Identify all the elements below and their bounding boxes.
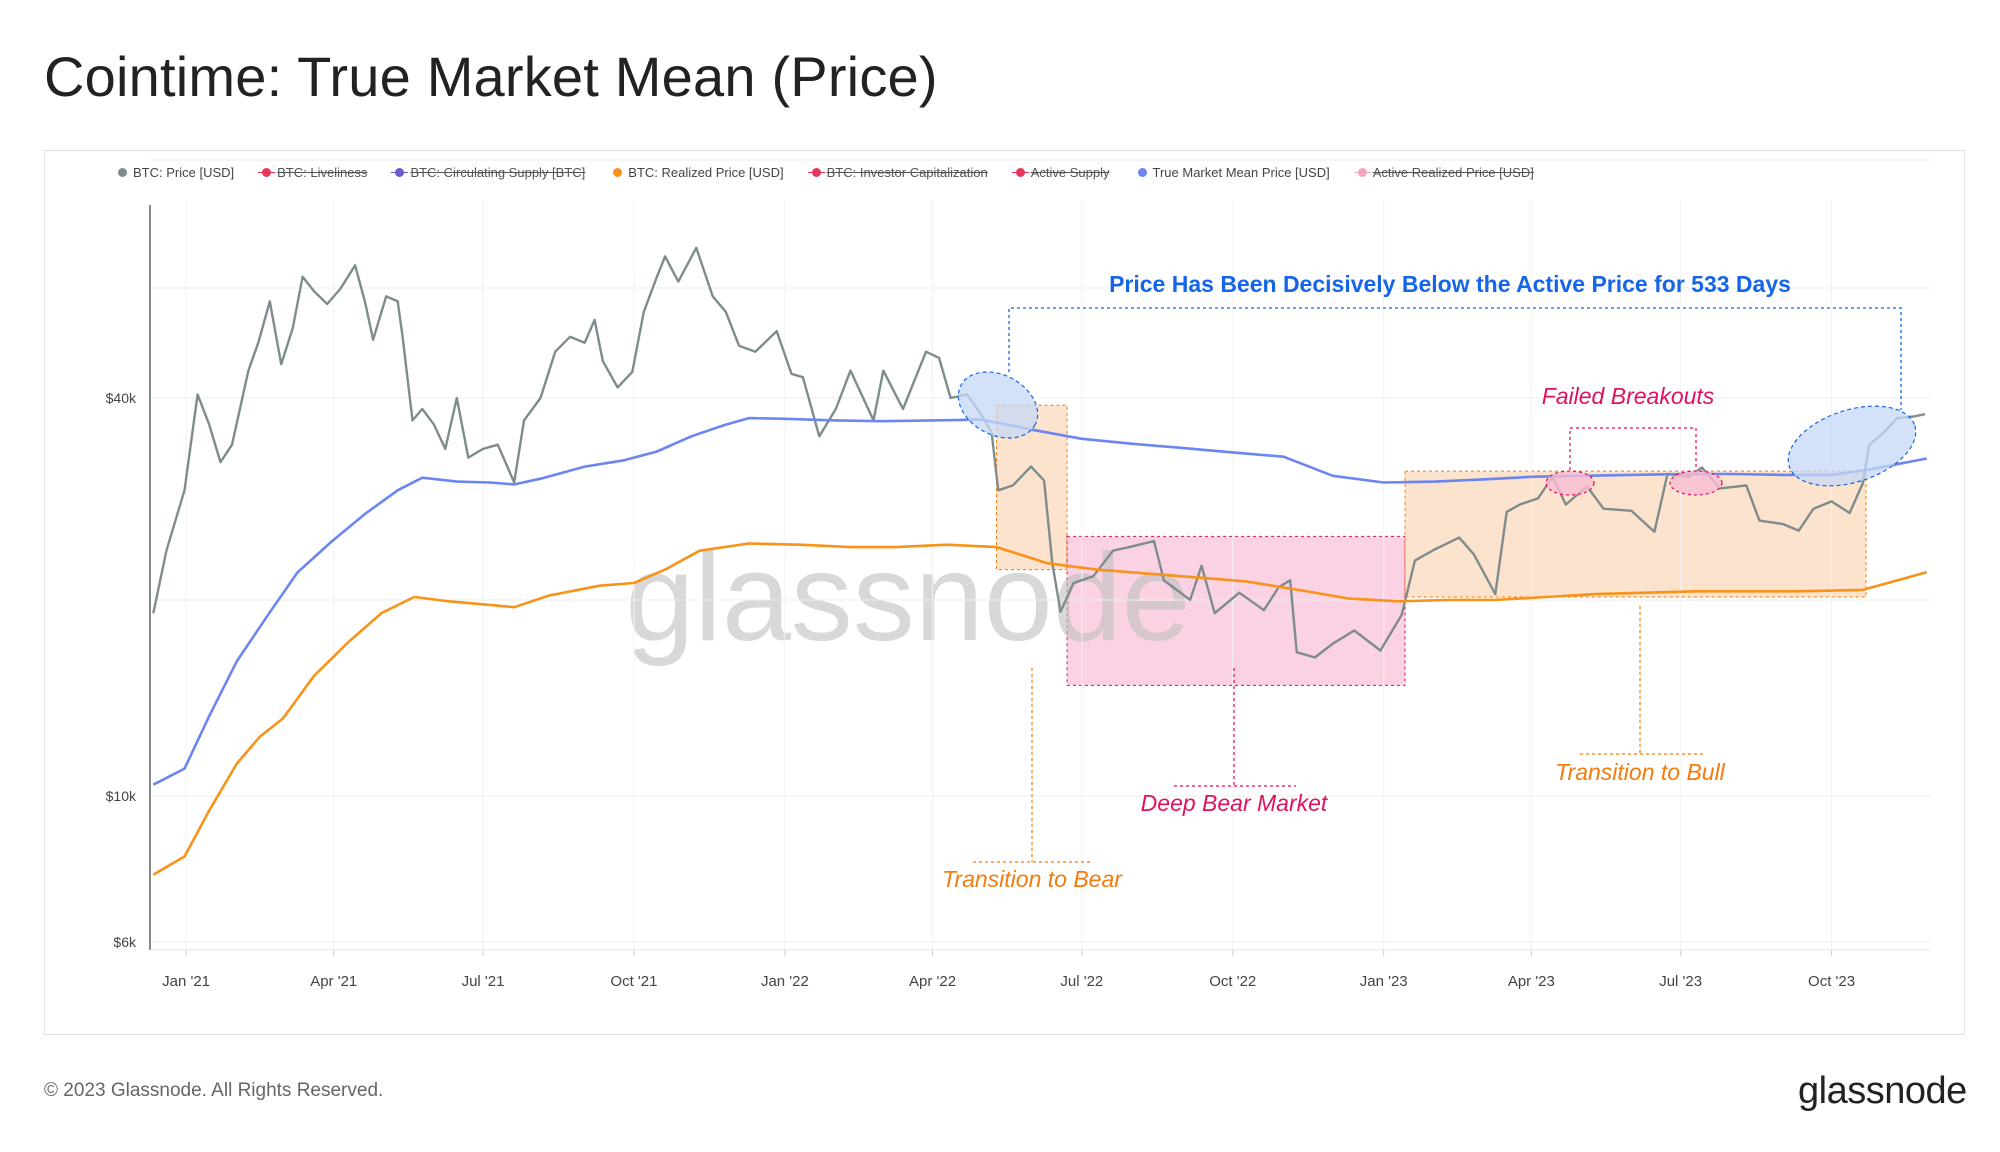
legend-item[interactable]: Active Supply <box>1011 164 1110 180</box>
legend-swatch <box>391 167 409 177</box>
shaded-region <box>1404 470 1867 598</box>
bracket-line <box>1569 427 1697 470</box>
y-tick-label: $6k <box>113 934 137 950</box>
annotation-deep-bear: Deep Bear Market <box>1141 790 1329 816</box>
bracket-line <box>1008 307 1902 410</box>
legend-swatch <box>118 167 127 177</box>
highlight-ellipse <box>1545 470 1595 496</box>
legend-swatch <box>807 167 825 177</box>
legend-swatch <box>258 167 276 177</box>
legend-swatch <box>1011 167 1029 177</box>
annotation-failed-breakouts: Failed Breakouts <box>1542 383 1715 409</box>
highlight-ellipse <box>957 371 1039 439</box>
legend-label: BTC: Circulating Supply [BTC] <box>410 164 586 180</box>
legend-label: BTC: Investor Capitalization <box>826 164 988 180</box>
x-tick-label: Jan '22 <box>761 973 809 990</box>
x-tick-label: Apr '21 <box>310 973 357 990</box>
copyright-text: © 2023 Glassnode. All Rights Reserved. <box>44 1080 384 1101</box>
x-tick-label: Jan '21 <box>162 973 210 990</box>
y-tick-label: $40k <box>106 390 137 406</box>
x-tick-label: Jul '22 <box>1060 973 1103 990</box>
legend-label: Active Supply <box>1030 164 1110 180</box>
brand-logo: glassnode <box>1798 1070 1967 1112</box>
legend-item[interactable]: BTC: Realized Price [USD] <box>613 164 784 180</box>
shaded-region <box>1066 535 1406 686</box>
highlight-ellipse <box>1787 405 1917 487</box>
x-tick-label: Oct '23 <box>1808 973 1855 990</box>
chart-frame <box>44 150 1965 1035</box>
x-tick-label: Apr '22 <box>909 973 956 990</box>
x-tick-label: Oct '22 <box>1209 973 1256 990</box>
x-tick-label: Jan '23 <box>1360 973 1408 990</box>
legend-item[interactable]: True Market Mean Price [USD] <box>1137 164 1330 180</box>
watermark: glassnode <box>625 529 1190 667</box>
x-tick-label: Apr '23 <box>1508 973 1555 990</box>
legend-label: True Market Mean Price [USD] <box>1152 164 1330 180</box>
series-line <box>152 542 1928 876</box>
legend-swatch <box>1353 167 1371 177</box>
annotation-below-active: Price Has Been Decisively Below the Acti… <box>1109 271 1791 297</box>
annotation-transition-bear: Transition to Bear <box>942 866 1123 892</box>
chart-legend: BTC: Price [USD] BTC: Liveliness BTC: Circ… <box>118 162 1534 182</box>
x-tick-label: Oct '21 <box>610 973 657 990</box>
x-tick-label: Jul '21 <box>462 973 505 990</box>
legend-label: BTC: Liveliness <box>277 164 368 180</box>
legend-label: Active Realized Price [USD] <box>1372 164 1534 180</box>
legend-item[interactable]: BTC: Circulating Supply [BTC] <box>391 164 586 180</box>
legend-item[interactable]: BTC: Price [USD] <box>118 165 234 180</box>
chart-title: Cointime: True Market Mean (Price) <box>44 45 938 108</box>
legend-label: BTC: Realized Price [USD] <box>628 164 784 180</box>
legend-item[interactable]: BTC: Investor Capitalization <box>807 164 988 180</box>
legend-label: BTC: Price [USD] <box>133 164 235 180</box>
annotation-transition-bull: Transition to Bull <box>1555 759 1725 785</box>
leader-line <box>1174 668 1296 787</box>
legend-item[interactable]: Active Realized Price [USD] <box>1353 164 1534 180</box>
y-tick-label: $10k <box>106 788 137 804</box>
legend-item[interactable]: BTC: Liveliness <box>258 164 368 180</box>
leader-line <box>1580 606 1703 755</box>
leader-line <box>973 668 1093 863</box>
x-tick-label: Jul '23 <box>1659 973 1702 990</box>
legend-swatch <box>1137 167 1147 177</box>
legend-swatch <box>613 167 623 177</box>
highlight-ellipse <box>1669 470 1723 496</box>
